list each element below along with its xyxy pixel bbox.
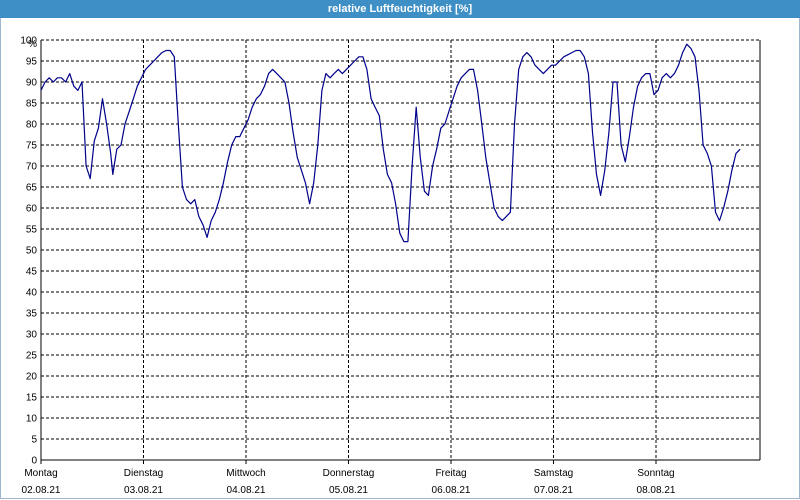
x-tick-day-label: Donnerstag [323,468,375,479]
y-tick-label: 70 [26,162,38,173]
y-tick-label: 85 [26,99,38,110]
y-tick-label: 40 [26,288,38,299]
x-tick-date-label: 08.08.21 [637,485,676,496]
y-tick-label: 5 [31,435,37,446]
y-tick-label: 55 [26,225,38,236]
y-tick-label: 80 [26,120,38,131]
x-tick-date-label: 07.08.21 [534,485,573,496]
y-tick-label: 10 [26,414,38,425]
y-tick-label: 50 [26,246,38,257]
y-tick-label: 0 [31,456,37,467]
y-tick-label: 95 [26,57,38,68]
x-tick-day-label: Mittwoch [226,468,265,479]
y-tick-label: 45 [26,267,38,278]
y-tick-label: 35 [26,309,38,320]
y-tick-label: 60 [26,204,38,215]
y-tick-label: 90 [26,78,38,89]
x-tick-date-label: 06.08.21 [432,485,471,496]
y-tick-label: 20 [26,372,38,383]
y-tick-label: 25 [26,351,38,362]
chart-title: relative Luftfeuchtigkeit [%] [0,0,800,18]
plot-area [41,40,760,460]
y-tick-label: 30 [26,330,38,341]
x-tick-date-label: 05.08.21 [329,485,368,496]
y-tick-label: 15 [26,393,38,404]
x-tick-day-label: Freitag [435,468,466,479]
x-tick-date-label: 02.08.21 [22,485,61,496]
y-tick-label: 100 [20,36,37,47]
x-tick-day-label: Samstag [534,468,573,479]
humidity-line [40,43,741,243]
y-tick-label: 75 [26,141,38,152]
x-tick-date-label: 04.08.21 [227,485,266,496]
x-tick-day-label: Sonntag [637,468,674,479]
x-tick-day-label: Montag [24,468,57,479]
x-tick-date-label: 03.08.21 [124,485,163,496]
y-tick-label: 65 [26,183,38,194]
x-tick-day-label: Dienstag [124,468,163,479]
y-axis-unit: % [28,39,37,50]
